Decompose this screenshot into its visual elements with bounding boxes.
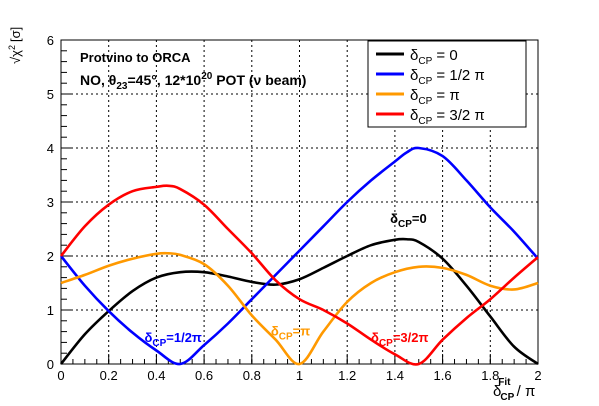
legend-label-sub: CP — [418, 96, 432, 107]
legend-label-rest: = 0 — [432, 47, 457, 64]
y-axis-label-main: √χ — [8, 50, 23, 64]
curve-label-1: δCP=1/2π — [144, 330, 201, 349]
legend-label-sub: CP — [418, 56, 432, 67]
title2-a: NO, θ — [80, 72, 116, 88]
series-lines — [59, 146, 539, 366]
legend-label-1: δCP = 1/2 π — [410, 67, 485, 87]
x-tick-label: 0.6 — [195, 368, 213, 383]
legend-label-rest: = 1/2 π — [432, 67, 484, 84]
legend-label-rest: = 3/2 π — [432, 107, 484, 124]
x-tick-label: 0.8 — [243, 368, 261, 383]
y-tick-label: 3 — [47, 195, 54, 210]
curve-label-rest: =π — [293, 324, 311, 339]
curve-label-sub: CP — [279, 332, 293, 343]
curve-label-rest: =0 — [412, 211, 427, 226]
legend-label-rest: = π — [432, 87, 459, 104]
y-tick-label: 2 — [47, 249, 54, 264]
x-axis-label-sup: Fit — [498, 377, 511, 388]
x-tick-label: 1 — [296, 368, 303, 383]
legend-label-sym: δ — [410, 87, 418, 104]
x-tick-label: 1.2 — [338, 368, 356, 383]
curve-label-sym: δ — [271, 324, 279, 339]
x-tick-label: 0.4 — [147, 368, 165, 383]
x-tick-label: 2 — [534, 368, 541, 383]
title2-a-sub: 23 — [116, 81, 128, 92]
y-tick-label: 5 — [47, 87, 54, 102]
curve-label-sub: CP — [398, 219, 412, 230]
curve-label-sym: δ — [144, 330, 152, 345]
series-line-3 — [59, 184, 539, 366]
title2-c: POT (ν beam) — [212, 72, 306, 88]
series-line-1 — [59, 146, 539, 366]
series-line-2 — [60, 251, 539, 366]
x-tick-label: 1.8 — [481, 368, 499, 383]
y-tick-label: 4 — [47, 141, 54, 156]
legend-label-sym: δ — [410, 67, 418, 84]
legend-label-sym: δ — [410, 47, 418, 64]
legend-label-sub: CP — [418, 76, 432, 87]
curve-label-3: δCP=3/2π — [371, 330, 428, 349]
x-tick-label: 1.6 — [434, 368, 452, 383]
y-axis-label-sup: 2 — [7, 45, 17, 50]
chart-title-line1: Protvino to ORCA — [80, 50, 191, 65]
curve-label-2: δCP=π — [271, 324, 310, 343]
y-axis-label-unit: [σ] — [8, 27, 23, 42]
x-tick-label: 1.4 — [386, 368, 404, 383]
curve-label-sub: CP — [379, 338, 393, 349]
legend-label-3: δCP = 3/2 π — [410, 107, 485, 127]
legend-label-0: δCP = 0 — [410, 47, 458, 67]
y-tick-label: 0 — [47, 357, 54, 372]
x-tick-label: 0.2 — [100, 368, 118, 383]
legend-label-sym: δ — [410, 107, 418, 124]
x-tick-label: 0 — [57, 368, 64, 383]
x-axis-label: δCP Fit / π — [493, 377, 535, 403]
curve-label-0: δCP=0 — [390, 211, 427, 230]
y-axis-label: √χ2 [σ] — [7, 27, 23, 64]
curve-label-rest: =1/2π — [166, 330, 202, 345]
title2-b-sup: 20 — [201, 71, 213, 82]
legend-label-2: δCP = π — [410, 87, 460, 107]
y-tick-label: 1 — [47, 303, 54, 318]
x-axis-label-sub: CP — [500, 392, 514, 403]
x-axis-label-delta: δ — [493, 383, 501, 400]
title2-b: =45°, 12*10 — [127, 72, 201, 88]
grid — [61, 40, 538, 364]
curve-label-rest: =3/2π — [393, 330, 429, 345]
y-tick-label: 6 — [47, 33, 54, 48]
legend-label-sub: CP — [418, 116, 432, 127]
curve-label-sub: CP — [152, 338, 166, 349]
curve-label-sym: δ — [390, 211, 398, 226]
chart-title-line2: NO, θ23=45°, 12*1020 POT (ν beam) — [80, 71, 306, 92]
x-axis-label-rest: / π — [512, 383, 535, 400]
curve-label-sym: δ — [371, 330, 379, 345]
